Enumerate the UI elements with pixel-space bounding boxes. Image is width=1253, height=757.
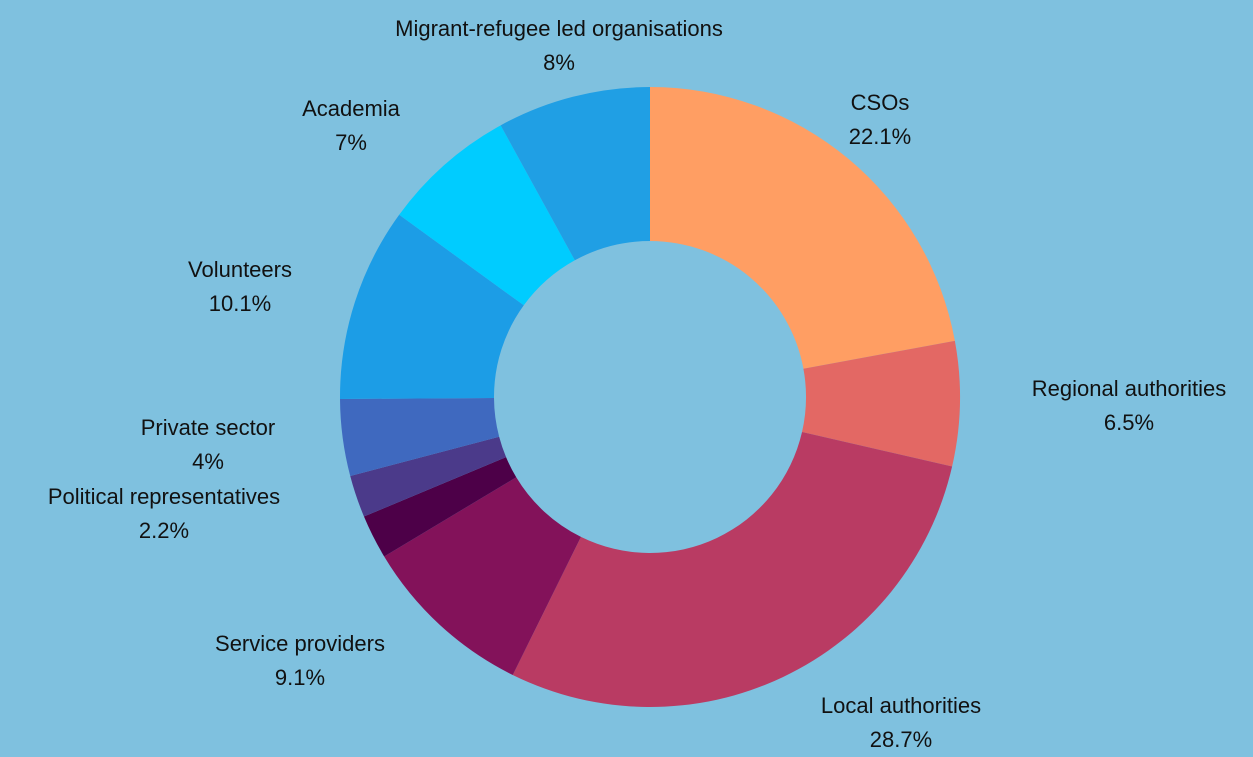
label-private-sector-name: Private sector [140, 415, 276, 440]
slice-private-sector [340, 397, 500, 476]
label-migrant-refugee-led-organisations-value: 8% [543, 50, 575, 75]
label-private-sector-value: 4% [192, 449, 224, 474]
label-local-authorities-name: Local authorities [820, 693, 982, 718]
label-csos-value: 22.1% [848, 124, 912, 149]
label-regional-authorities: Regional authorities 6.5% [1032, 372, 1226, 440]
label-academia-value: 7% [335, 130, 367, 155]
slice-csos [650, 87, 955, 369]
slice-local-authorities [512, 431, 953, 708]
label-volunteers-name: Volunteers [188, 257, 292, 282]
label-political-representatives-name: Political representatives [47, 484, 281, 509]
label-political-representatives: Political representatives 2.2% [48, 480, 280, 548]
slice-service-providers [384, 477, 581, 675]
label-csos-name: CSOs [850, 90, 910, 115]
label-service-providers: Service providers 9.1% [215, 627, 385, 695]
label-volunteers-value: 10.1% [208, 291, 272, 316]
slice-migrant-refugee-led-organisations [500, 87, 650, 261]
label-volunteers: Volunteers 10.1% [188, 253, 292, 321]
label-local-authorities: Local authorities 28.7% [821, 689, 981, 757]
label-academia-name: Academia [302, 96, 400, 121]
slice-unlabeled-4 [363, 457, 517, 557]
slice-academia [399, 125, 575, 306]
label-service-providers-name: Service providers [215, 631, 385, 656]
slice-political-representatives [350, 436, 507, 517]
label-political-representatives-value: 2.2% [138, 518, 190, 543]
label-local-authorities-value: 28.7% [869, 727, 933, 752]
label-regional-authorities-value: 6.5% [1103, 410, 1155, 435]
label-private-sector: Private sector 4% [141, 411, 276, 479]
label-academia: Academia 7% [302, 92, 400, 160]
slice-volunteers [340, 214, 524, 399]
slice-regional-authorities [802, 340, 960, 467]
label-csos: CSOs 22.1% [849, 86, 911, 154]
label-regional-authorities-name: Regional authorities [1031, 376, 1227, 401]
label-migrant-refugee-led-organisations: Migrant-refugee led organisations 8% [395, 12, 723, 80]
label-service-providers-value: 9.1% [274, 665, 326, 690]
label-migrant-refugee-led-organisations-name: Migrant-refugee led organisations [395, 16, 723, 41]
